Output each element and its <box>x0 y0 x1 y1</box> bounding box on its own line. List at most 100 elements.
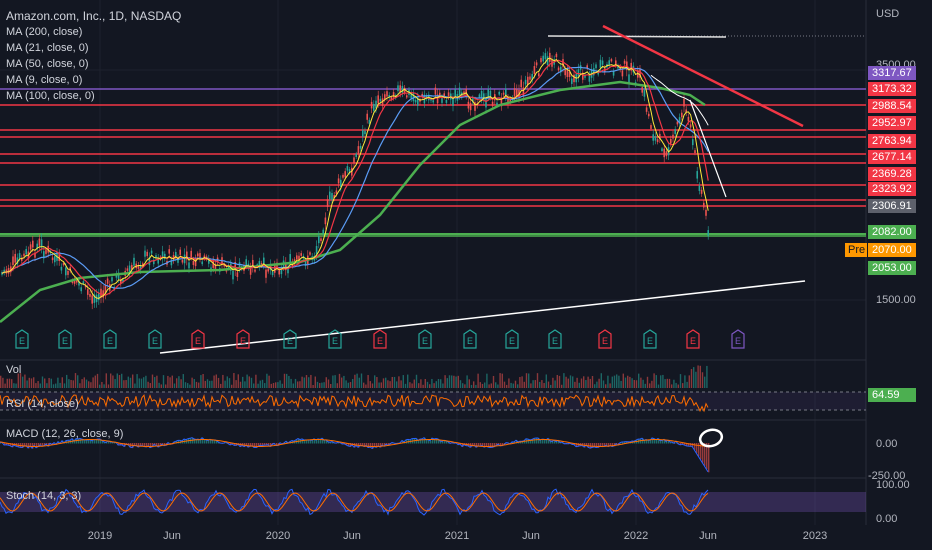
macd-histogram-bar <box>480 443 482 447</box>
macd-histogram-bar <box>666 441 668 444</box>
candle-body <box>87 289 89 295</box>
projection-line[interactable] <box>689 99 727 198</box>
candle-body <box>115 273 118 278</box>
macd-histogram-bar <box>10 443 12 447</box>
macd-histogram-bar <box>528 439 530 444</box>
rsi-pane-label[interactable]: RSI (14, close) <box>6 398 79 410</box>
candle-body <box>98 293 100 301</box>
earnings-marker[interactable]: E <box>58 329 72 349</box>
earnings-marker[interactable]: E <box>548 329 562 349</box>
candle-body <box>32 240 34 248</box>
volume-bar <box>602 380 605 388</box>
ma50-line[interactable] <box>1 66 709 289</box>
macd-histogram-bar <box>600 443 602 447</box>
macd-signal-line[interactable] <box>0 439 709 447</box>
volume-bar <box>451 375 453 388</box>
volume-bar <box>19 373 22 388</box>
candle-body <box>645 107 648 112</box>
volume-bar <box>695 371 697 388</box>
candle-body <box>472 98 474 103</box>
earnings-marker[interactable]: E <box>15 329 29 349</box>
earnings-marker[interactable]: E <box>148 329 162 349</box>
earnings-marker[interactable]: E <box>598 329 612 349</box>
candle-body <box>117 272 120 279</box>
candle-body <box>379 98 382 102</box>
ath-trendline[interactable] <box>547 35 727 38</box>
volume-bar <box>532 380 534 388</box>
earnings-marker[interactable]: E <box>418 329 432 349</box>
macd-pane-label[interactable]: MACD (12, 26, close, 9) <box>6 428 124 440</box>
earnings-marker[interactable]: E <box>191 329 205 349</box>
candle-body <box>707 230 709 236</box>
candle-body <box>384 94 386 100</box>
downtrend-line[interactable] <box>602 24 804 128</box>
candle-body <box>208 258 210 264</box>
stoch-pane-label[interactable]: Stoch (14, 3, 3) <box>6 490 82 502</box>
stoch-k-line[interactable] <box>0 488 709 516</box>
indicator-ma200-label[interactable]: MA (200, close) <box>6 26 83 38</box>
macd-histogram-bar <box>686 443 688 447</box>
earnings-marker[interactable]: E <box>236 329 250 349</box>
candle-body <box>16 257 19 265</box>
price-label-2952-97: 2952.97 <box>868 116 916 130</box>
candle-body <box>399 85 401 93</box>
volume-bar <box>591 375 594 388</box>
earnings-marker[interactable]: E <box>103 329 117 349</box>
earnings-marker[interactable]: E <box>686 329 700 349</box>
volume-bar <box>633 379 635 388</box>
candle-body <box>274 265 276 273</box>
volume-bar <box>94 375 96 388</box>
indicator-ma9-label[interactable]: MA (9, close, 0) <box>6 74 83 86</box>
symbol-title[interactable]: Amazon.com, Inc., 1D, NASDAQ <box>6 9 182 23</box>
volume-bar <box>270 383 272 388</box>
earnings-marker[interactable]: E <box>373 329 387 349</box>
macd-tick-0: 0.00 <box>876 438 898 450</box>
indicator-ma100-label[interactable]: MA (100, close, 0) <box>6 90 95 102</box>
macd-histogram-bar <box>98 439 100 444</box>
earnings-marker[interactable]: E <box>328 329 342 349</box>
macd-histogram-bar <box>338 442 340 444</box>
candle-body <box>34 252 36 258</box>
earnings-marker[interactable]: E <box>463 329 477 349</box>
volume-bar <box>129 377 132 388</box>
candle-body <box>45 249 47 254</box>
candle-body <box>386 91 388 97</box>
macd-line[interactable] <box>0 437 709 473</box>
svg-text:E: E <box>602 336 608 346</box>
macd-histogram-bar <box>524 440 526 444</box>
indicator-ma21-label[interactable]: MA (21, close, 0) <box>6 42 89 54</box>
ma9-line[interactable] <box>1 57 709 299</box>
ma21-line[interactable] <box>1 59 709 296</box>
volume-bar <box>336 383 338 388</box>
earnings-marker[interactable]: E <box>643 329 657 349</box>
macd-histogram-bar <box>262 443 264 447</box>
macd-histogram-bar <box>268 443 270 446</box>
macd-histogram-bar <box>162 443 164 445</box>
earnings-marker[interactable]: E <box>731 329 745 349</box>
earnings-marker[interactable]: E <box>283 329 297 349</box>
candle-body <box>672 134 674 139</box>
candle-body <box>344 171 346 178</box>
volume-bar <box>475 384 477 388</box>
indicator-ma50-label[interactable]: MA (50, close, 0) <box>6 58 89 70</box>
candle-body <box>223 264 225 267</box>
stoch-d-line[interactable] <box>0 492 709 512</box>
volume-bar <box>323 382 325 388</box>
ma200-line[interactable] <box>0 80 706 323</box>
volume-bar <box>704 376 706 388</box>
ma100-line[interactable] <box>650 74 709 126</box>
highlight-circle[interactable] <box>698 427 724 448</box>
macd-histogram-bar <box>446 440 448 444</box>
macd-histogram-bar <box>432 438 434 444</box>
rsi-line[interactable] <box>0 393 709 413</box>
macd-histogram-bar <box>572 443 574 445</box>
volume-bar <box>6 378 8 388</box>
earnings-marker[interactable]: E <box>505 329 519 349</box>
long-term-support-line[interactable] <box>159 280 806 354</box>
volume-bar <box>209 380 211 388</box>
volume-bar <box>561 384 563 388</box>
vol-pane-label[interactable]: Vol <box>6 364 22 376</box>
candle-body <box>509 99 511 102</box>
volume-bar <box>169 377 171 388</box>
